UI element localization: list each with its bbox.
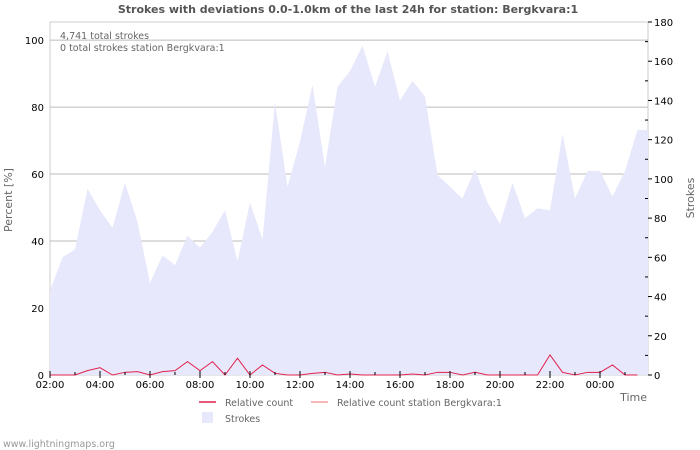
y-left-tick-label: 60 bbox=[31, 170, 44, 181]
strokes-area bbox=[50, 45, 648, 376]
y-left-tick-label: 80 bbox=[31, 103, 44, 114]
x-axis-label: Time bbox=[619, 391, 647, 404]
x-tick-label: 18:00 bbox=[436, 380, 465, 391]
x-tick-label: 00:00 bbox=[586, 380, 615, 391]
y-right-tick-label: 60 bbox=[654, 253, 667, 264]
x-tick-label: 22:00 bbox=[536, 380, 565, 391]
relative-count-line bbox=[50, 354, 638, 376]
y-right-tick-label: 100 bbox=[654, 175, 673, 186]
chart-title: Strokes with deviations 0.0-1.0km of the… bbox=[118, 3, 578, 16]
y-left-tick-label: 0 bbox=[38, 371, 44, 382]
x-tick-label: 14:00 bbox=[336, 380, 365, 391]
y-right-tick-label: 80 bbox=[654, 214, 667, 225]
x-tick-label: 08:00 bbox=[186, 380, 215, 391]
x-tick-label: 20:00 bbox=[486, 380, 515, 391]
footer-credit: www.lightningmaps.org bbox=[3, 439, 115, 450]
x-tick-label: 04:00 bbox=[86, 380, 115, 391]
y-left-tick-label: 40 bbox=[31, 237, 44, 248]
legend-strokes[interactable]: Strokes bbox=[225, 414, 260, 425]
y-right-label: Strokes bbox=[684, 177, 697, 218]
x-tick-label: 12:00 bbox=[286, 380, 315, 391]
y-right-tick-label: 20 bbox=[654, 332, 667, 343]
legend-relative-count-station[interactable]: Relative count station Bergkvara:1 bbox=[337, 398, 502, 409]
y-right-tick-label: 120 bbox=[654, 136, 673, 147]
x-tick-label: 06:00 bbox=[136, 380, 165, 391]
y-right-tick-label: 160 bbox=[654, 57, 673, 68]
y-left-label: Percent [%] bbox=[2, 168, 15, 232]
y-right-tick-label: 40 bbox=[654, 293, 667, 304]
x-tick-label: 16:00 bbox=[386, 380, 415, 391]
legend-relative-count[interactable]: Relative count bbox=[225, 398, 293, 409]
y-left-tick-label: 20 bbox=[31, 304, 44, 315]
x-tick-label: 10:00 bbox=[236, 380, 265, 391]
info-total-strokes: 4,741 total strokes bbox=[60, 31, 149, 42]
legend-swatch-strokes bbox=[202, 412, 213, 423]
y-left-tick-label: 100 bbox=[25, 36, 44, 47]
y-right-tick-label: 0 bbox=[654, 371, 660, 382]
y-right-tick-label: 180 bbox=[654, 18, 673, 29]
x-tick-label: 02:00 bbox=[36, 380, 65, 391]
y-right-tick-label: 140 bbox=[654, 96, 673, 107]
info-station-strokes: 0 total strokes station Bergkvara:1 bbox=[60, 43, 225, 54]
